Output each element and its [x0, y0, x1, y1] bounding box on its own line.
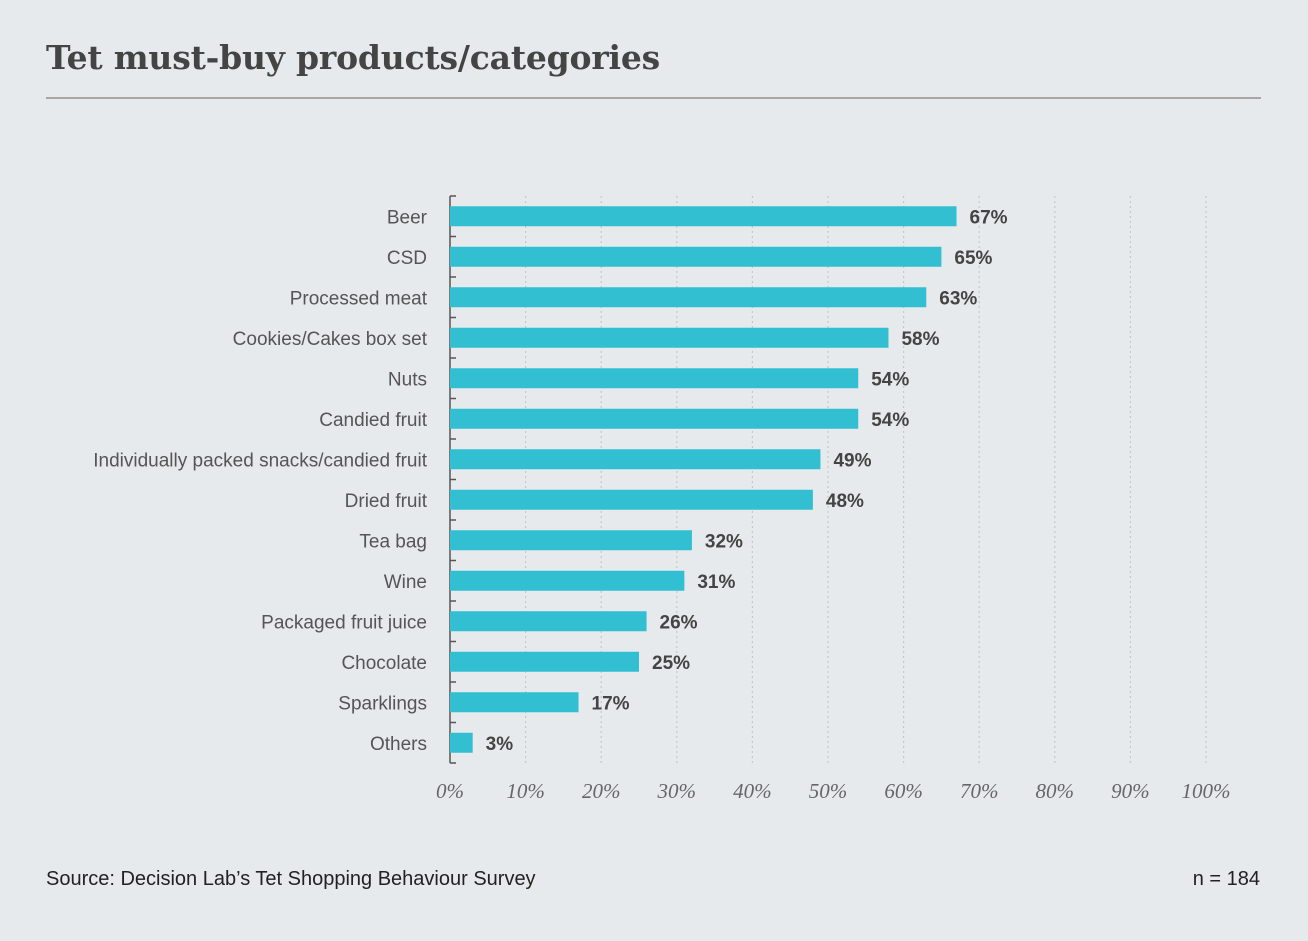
value-label: 63% — [939, 288, 977, 309]
x-tick-label: 10% — [506, 779, 545, 803]
bar — [450, 489, 813, 510]
x-tick-label: 70% — [960, 779, 999, 803]
x-tick-label: 90% — [1111, 779, 1150, 803]
bar — [450, 206, 957, 227]
chart-title: Tet must-buy products/categories — [46, 38, 661, 77]
bar — [450, 732, 473, 753]
category-label: Beer — [387, 207, 428, 228]
value-label: 54% — [871, 369, 909, 390]
bar — [450, 692, 579, 713]
category-label: Others — [370, 734, 427, 755]
bar — [450, 570, 685, 591]
bar — [450, 327, 889, 348]
value-label: 17% — [592, 693, 630, 714]
x-tick-label: 40% — [733, 779, 772, 803]
bar — [450, 530, 692, 551]
value-label: 3% — [486, 734, 514, 755]
y-axis — [449, 195, 456, 764]
category-label: Packaged fruit juice — [261, 612, 427, 633]
value-label: 48% — [826, 491, 864, 512]
x-axis-ticks: 0% 10% 20% 30% 40% 50% 60% 70% 80% 90% 100% — [436, 779, 1231, 803]
category-label: Wine — [384, 572, 427, 593]
value-label: 54% — [871, 410, 909, 431]
category-label: Processed meat — [290, 288, 428, 309]
value-label: 58% — [901, 329, 939, 350]
category-label: CSD — [387, 248, 427, 269]
value-label: 49% — [833, 450, 871, 471]
bar — [450, 246, 942, 267]
x-tick-label: 60% — [884, 779, 923, 803]
category-label: Individually packed snacks/candied fruit — [93, 450, 427, 471]
value-label: 67% — [970, 207, 1008, 228]
title-divider — [46, 97, 1261, 99]
value-label: 25% — [652, 653, 690, 674]
bar — [450, 408, 859, 429]
value-label: 26% — [660, 612, 698, 633]
category-label: Cookies/Cakes box set — [233, 329, 428, 350]
x-tick-label: 20% — [582, 779, 621, 803]
bar — [450, 287, 927, 308]
source-note: Source: Decision Lab’s Tet Shopping Beha… — [46, 868, 536, 890]
category-label: Sparklings — [338, 693, 427, 714]
category-label: Candied fruit — [319, 410, 427, 431]
category-label: Tea bag — [359, 531, 427, 552]
bar — [450, 611, 647, 632]
sample-size: n = 184 — [1192, 868, 1260, 890]
category-label: Nuts — [388, 369, 427, 390]
x-tick-label: 30% — [657, 779, 697, 803]
x-tick-label: 50% — [809, 779, 848, 803]
bar — [450, 449, 821, 470]
x-tick-label: 80% — [1036, 779, 1075, 803]
value-label: 31% — [697, 572, 735, 593]
gridlines — [524, 196, 1207, 763]
category-label: Chocolate — [341, 653, 427, 674]
bar — [450, 651, 639, 672]
labels: Beer 67% CSD 65% Processed meat 63% Cookies/Ca… — [93, 207, 1007, 755]
category-label: Dried fruit — [345, 491, 428, 512]
value-label: 65% — [954, 248, 992, 269]
value-label: 32% — [705, 531, 743, 552]
bar — [450, 368, 859, 389]
x-tick-label: 0% — [436, 779, 464, 803]
bars — [450, 206, 957, 753]
x-tick-label: 100% — [1182, 779, 1231, 803]
